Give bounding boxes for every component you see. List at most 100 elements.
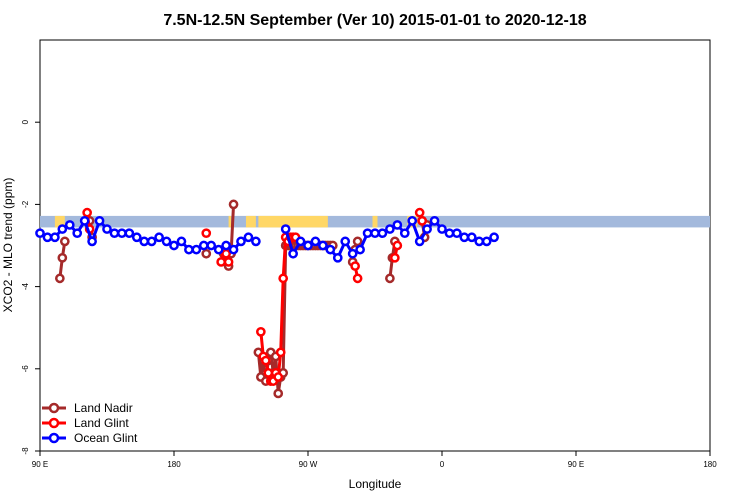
data-point [206, 240, 217, 251]
data-point [260, 355, 271, 366]
data-point [352, 236, 363, 247]
data-point [377, 228, 388, 239]
data-point [139, 236, 150, 247]
data-point [280, 224, 291, 234]
data-point [57, 252, 68, 263]
data-point [459, 232, 470, 243]
series-ocean-glint [35, 215, 499, 263]
data-point [228, 244, 239, 255]
data-point [223, 257, 234, 267]
data-point [236, 236, 246, 247]
data-point [399, 228, 410, 239]
data-point [191, 244, 202, 255]
data-point [362, 228, 373, 239]
data-point [278, 273, 289, 284]
data-point [352, 273, 363, 284]
data-point [256, 326, 266, 337]
legend-label: Land Nadir [74, 401, 133, 415]
data-point [340, 236, 351, 247]
data-point [370, 228, 380, 239]
data-point [350, 261, 360, 271]
data-point [392, 220, 403, 230]
data-point [288, 248, 298, 259]
data-point [385, 273, 395, 284]
data-point [275, 347, 286, 358]
data-point [124, 228, 135, 239]
data-point [243, 232, 254, 243]
data-point [390, 252, 400, 263]
land-band [245, 215, 256, 228]
legend-marker [48, 402, 60, 414]
data-point [310, 236, 321, 247]
data-point [131, 232, 142, 243]
data-point [422, 224, 432, 234]
data-point [452, 228, 462, 239]
data-point [295, 236, 306, 247]
data-point [216, 257, 226, 267]
data-point [474, 236, 485, 247]
x-axis: 90 E 180 90 W 0 90 E 180 [32, 451, 717, 469]
data-point [55, 273, 65, 284]
data-point [109, 228, 120, 239]
data-point [176, 236, 187, 247]
data-point [273, 372, 284, 382]
data-point [392, 240, 403, 251]
data-point [169, 240, 179, 251]
data-point [87, 236, 97, 247]
data-point [466, 232, 477, 243]
data-point [407, 215, 418, 226]
data-point [72, 228, 83, 239]
y-tick-label: -4 [21, 282, 30, 290]
data-point [221, 240, 231, 251]
y-tick-label: -6 [21, 365, 30, 373]
data-point [481, 236, 492, 247]
data-point [318, 240, 328, 251]
coverage-band [40, 215, 710, 228]
y-axis-title: XCO2 - MLO trend (ppm) [1, 178, 15, 313]
land-band [372, 215, 378, 228]
data-point [94, 215, 105, 226]
data-point [414, 236, 425, 247]
y-tick-label: -2 [21, 200, 30, 208]
data-point [417, 215, 427, 226]
data-point [221, 248, 231, 259]
x-tick-label: 90 W [299, 460, 318, 469]
data-point [35, 228, 45, 239]
data-point [251, 236, 261, 247]
x-tick-label: 90 E [568, 460, 584, 469]
chart-title: 7.5N-12.5N September (Ver 10) 2015-01-01… [163, 12, 586, 29]
legend-label: Ocean Glint [74, 431, 138, 445]
data-point [273, 388, 284, 399]
x-tick-label: 0 [440, 460, 445, 469]
legend-marker [48, 432, 60, 444]
data-point [228, 199, 239, 210]
data-point [414, 207, 425, 218]
data-point [184, 244, 194, 255]
data-point [347, 248, 358, 259]
data-point [385, 224, 395, 234]
data-point [437, 224, 447, 234]
data-point [201, 228, 212, 239]
data-point [161, 236, 172, 247]
y-axis: -8 -6 -4 -2 0 [21, 119, 40, 455]
x-tick-label: 180 [167, 460, 181, 469]
x-tick-label: 180 [703, 460, 717, 469]
data-point [82, 207, 92, 218]
data-point [59, 236, 70, 247]
data-point [444, 228, 455, 239]
data-point [102, 224, 112, 234]
land-band [228, 215, 232, 228]
land-band [258, 215, 328, 228]
land-band [54, 215, 65, 228]
data-point [263, 368, 274, 378]
y-tick-label: 0 [21, 119, 30, 124]
y-tick-label: -8 [21, 447, 30, 455]
series-layer [35, 199, 499, 399]
data-point [42, 232, 53, 243]
x-axis-title: Longitude [349, 477, 402, 491]
legend-label: Land Glint [74, 416, 129, 430]
data-point [325, 244, 336, 255]
legend-marker [48, 417, 60, 429]
data-point [332, 252, 343, 263]
